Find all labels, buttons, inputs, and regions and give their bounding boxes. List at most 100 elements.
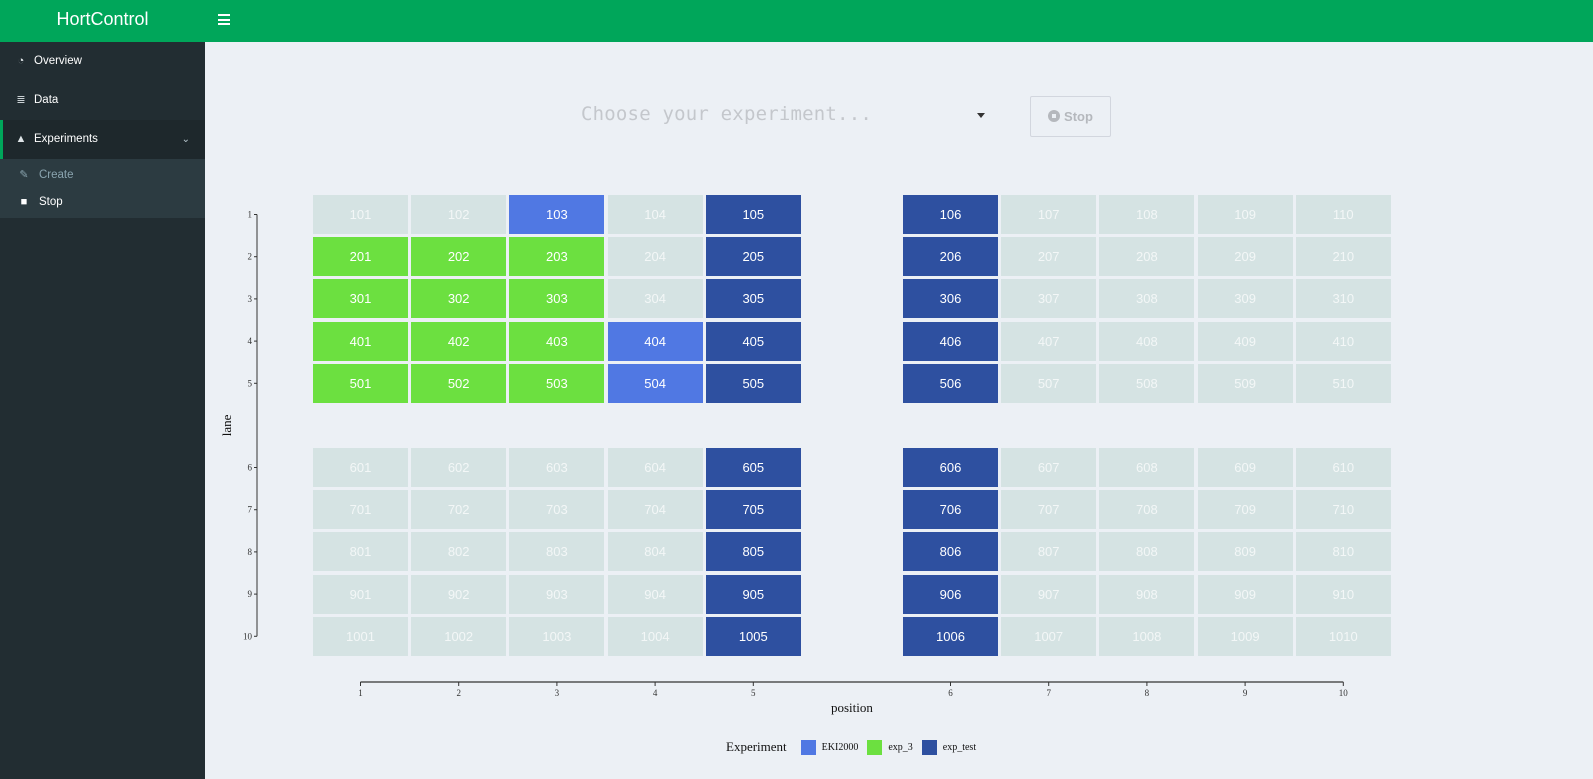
- plot-cell: 1002: [411, 616, 507, 656]
- plot-cell: 809: [1197, 532, 1293, 572]
- plot-cell: 1009: [1197, 616, 1293, 656]
- plot-cell: 409: [1197, 321, 1293, 361]
- sidebar-item-experiments[interactable]: ▲ Experiments ⌄: [0, 120, 205, 159]
- x-tick-label: 4: [653, 688, 658, 698]
- plot-cell: 609: [1197, 448, 1293, 487]
- stop-square-icon: ■: [20, 196, 28, 208]
- plot-cell: 508: [1099, 363, 1195, 403]
- y-tick-label: 8: [248, 547, 253, 557]
- plot-cell: 104: [607, 195, 703, 234]
- plot-cell: 906: [903, 574, 998, 614]
- plot-cell: 706: [903, 490, 998, 530]
- y-tick-label: 3: [248, 294, 253, 304]
- plot-cell: 108: [1099, 195, 1195, 234]
- plot-cell: 103: [509, 195, 605, 234]
- plot-cell: 807: [1001, 532, 1097, 572]
- x-tick-label: 3: [555, 688, 560, 698]
- plot-cell: 1004: [607, 616, 703, 656]
- plot-cell: 602: [411, 448, 507, 487]
- top-navbar: [205, 0, 1593, 42]
- plot-cell: 608: [1099, 448, 1195, 487]
- plot-cell: 810: [1295, 532, 1391, 572]
- experiment-select[interactable]: Choose your experiment...: [569, 97, 994, 133]
- flask-icon: ▲: [15, 133, 27, 145]
- plot-cell: 301: [313, 279, 408, 319]
- sidebar-item-label: Data: [34, 94, 59, 106]
- plot-cell: 801: [313, 532, 408, 572]
- plot-cell: 607: [1001, 448, 1097, 487]
- y-tick-label: 10: [243, 631, 253, 641]
- x-tick-label: 5: [751, 688, 756, 698]
- plot-cell: 303: [509, 279, 605, 319]
- plot-cell: 903: [509, 574, 605, 614]
- x-tick-label: 6: [948, 688, 953, 698]
- plot-cell: 201: [313, 237, 408, 277]
- plot-cell: 708: [1099, 490, 1195, 530]
- plot-cell: 404: [607, 321, 703, 361]
- plot-cell: 209: [1197, 237, 1293, 277]
- plot-cell: 610: [1295, 448, 1391, 487]
- plot-cell: 110: [1295, 195, 1391, 234]
- sidebar-subitem-stop[interactable]: ■ Stop: [0, 189, 205, 216]
- plot-cell: 509: [1197, 363, 1293, 403]
- y-tick-label: 2: [248, 252, 253, 262]
- plot-cell: 507: [1001, 363, 1097, 403]
- plot-cell: 402: [411, 321, 507, 361]
- caret-down-icon: [977, 113, 985, 118]
- sidebar-subitem-create[interactable]: ✎ Create: [0, 162, 205, 189]
- plot-cell: 808: [1099, 532, 1195, 572]
- plot-cell: 204: [607, 237, 703, 277]
- plot-cell: 1007: [1001, 616, 1097, 656]
- plot-cell: 606: [903, 448, 998, 487]
- y-tick-label: 4: [248, 336, 253, 346]
- experiments-submenu: ✎ Create ■ Stop: [0, 159, 205, 218]
- stop-button[interactable]: Stop: [1030, 96, 1111, 137]
- x-tick-label: 8: [1145, 688, 1150, 698]
- x-tick-label: 2: [456, 688, 461, 698]
- plot-cell: 1010: [1295, 616, 1391, 656]
- database-icon: ≣: [16, 94, 26, 106]
- plot-cell: 707: [1001, 490, 1097, 530]
- app-title[interactable]: HortControl: [0, 0, 205, 42]
- plot-cell: 407: [1001, 321, 1097, 361]
- plot-cell: 902: [411, 574, 507, 614]
- plot-cell: 806: [903, 532, 998, 572]
- plot-cell: 905: [705, 574, 801, 614]
- plot-cell: 605: [705, 448, 801, 487]
- plot-cell: 1006: [903, 616, 998, 656]
- plot-cell: 401: [313, 321, 408, 361]
- plot-cell: 710: [1295, 490, 1391, 530]
- plot-cell: 909: [1197, 574, 1293, 614]
- x-tick-label: 9: [1243, 688, 1248, 698]
- plot-cell: 107: [1001, 195, 1097, 234]
- y-axis-label: lane: [219, 414, 234, 436]
- plot-cell: 408: [1099, 321, 1195, 361]
- plot-cell: 603: [509, 448, 605, 487]
- x-tick-label: 1: [358, 688, 363, 698]
- sidebar: ◔ Overview ≣ Data ▲ Experiments ⌄ ✎ Crea…: [0, 42, 205, 779]
- legend-swatch: [921, 739, 937, 755]
- plot-cell: 208: [1099, 237, 1195, 277]
- plot-axes: 1 2 3 4 5 6 7 8 9 10 lane 1 2 3 4 5 6 7 8 9 10 position: [219, 210, 1348, 716]
- hamburger-menu-icon[interactable]: [218, 14, 230, 25]
- sidebar-item-overview[interactable]: ◔ Overview: [0, 42, 205, 81]
- plot-cell: 210: [1295, 237, 1391, 277]
- plot-cell: 307: [1001, 279, 1097, 319]
- plot-cell: 306: [903, 279, 998, 319]
- y-tick-label: 6: [248, 463, 253, 473]
- plot-cell: 510: [1295, 363, 1391, 403]
- plot-cell: 504: [607, 363, 703, 403]
- magic-wand-icon: ✎: [19, 169, 29, 181]
- plot-cell: 505: [705, 363, 801, 403]
- plot-cell: 102: [411, 195, 507, 234]
- plot-cell: 805: [705, 532, 801, 572]
- sidebar-item-data[interactable]: ≣ Data: [0, 81, 205, 120]
- plot-cell: 803: [509, 532, 605, 572]
- plot-cell: 503: [509, 363, 605, 403]
- plot-cell: 1001: [313, 616, 408, 656]
- legend: Experiment EKI2000 exp_3 exp_test: [726, 738, 981, 756]
- plot-cell: 1005: [705, 616, 801, 656]
- plot-cell: 305: [705, 279, 801, 319]
- legend-label: exp_3: [888, 741, 913, 753]
- plot-cell: 109: [1197, 195, 1293, 234]
